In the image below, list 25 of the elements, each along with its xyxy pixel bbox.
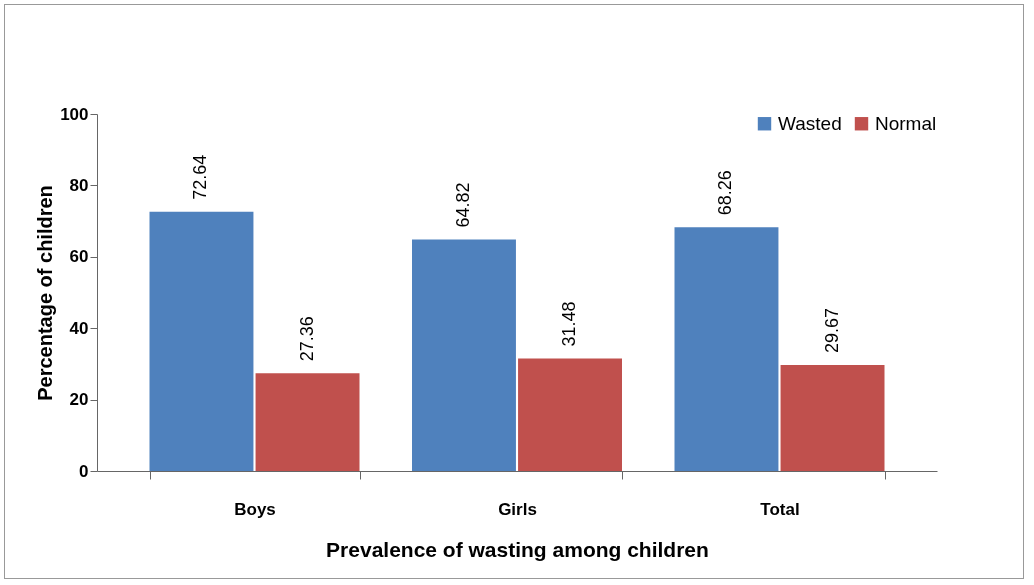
y-axis-title: Percentage of children [34, 185, 57, 401]
y-tick-label: 0 [79, 461, 89, 481]
y-tick-label: 60 [69, 247, 89, 267]
data-label: 68.26 [715, 170, 736, 216]
bar [780, 365, 885, 471]
y-tick-label: 40 [69, 318, 89, 338]
bar [412, 239, 516, 471]
data-label: 31.48 [559, 301, 580, 347]
y-tick-label: 20 [69, 390, 89, 410]
legend-label: Wasted [778, 112, 842, 134]
y-tick-label: 80 [69, 175, 89, 195]
data-label: 27.36 [296, 316, 317, 362]
bar [674, 227, 779, 471]
legend-label: Normal [875, 112, 937, 134]
bar [518, 358, 622, 471]
data-label: 64.82 [452, 182, 473, 228]
y-tick-label: 100 [60, 104, 89, 124]
bar [255, 373, 360, 471]
x-tick-label: Boys [234, 499, 276, 519]
data-label: 29.67 [821, 308, 842, 354]
x-tick-label: Total [760, 499, 800, 519]
x-tick-label: Girls [498, 499, 537, 519]
x-axis-title: Prevalence of wasting among children [326, 537, 709, 561]
bar [149, 211, 254, 471]
data-label: 72.64 [190, 154, 211, 200]
